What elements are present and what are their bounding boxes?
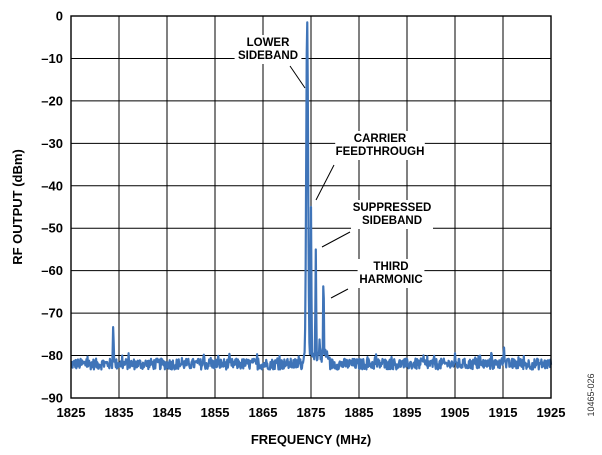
y-tick-labels: 0 –10 –20 –30 –40 –50 –60 –70 –80 –90 — [41, 9, 63, 406]
y-tick-label: –20 — [41, 93, 63, 108]
y-tick-label: –30 — [41, 136, 63, 151]
x-tick-label: 1845 — [153, 405, 182, 420]
annotation-label: SIDEBAND — [362, 215, 422, 227]
x-tick-label: 1825 — [57, 405, 86, 420]
y-tick-label: –60 — [41, 263, 63, 278]
annotation-label: SUPPRESSED — [353, 202, 432, 214]
annotation-bg — [335, 131, 425, 160]
x-axis-title: FREQUENCY (MHz) — [251, 432, 371, 447]
x-tick-labels: 1825 1835 1845 1855 1865 1875 1885 1895 1905 1915… — [57, 405, 566, 420]
annotation-bg — [234, 35, 302, 64]
x-tick-label: 1905 — [441, 405, 470, 420]
y-tick-label: –50 — [41, 221, 63, 236]
plot-frame — [70, 15, 552, 399]
x-tick-label: 1915 — [489, 405, 518, 420]
annotation-label: HARMONIC — [359, 274, 422, 286]
annotation-label: FEEDTHROUGH — [336, 146, 425, 158]
annotation-leader — [321, 231, 351, 248]
y-axis-title: RF OUTPUT (dBm) — [10, 149, 25, 265]
annotation-leader — [289, 65, 306, 89]
annotation-bg — [351, 200, 433, 229]
y-tick-label: –90 — [41, 391, 63, 406]
x-tick-label: 1885 — [345, 405, 374, 420]
annotation-label: LOWER — [247, 37, 290, 49]
x-tick-label: 1855 — [201, 405, 230, 420]
y-tick-label: –10 — [41, 51, 63, 66]
y-tick-label: –40 — [41, 178, 63, 193]
annotation-leader — [315, 164, 335, 201]
y-tick-label: –70 — [41, 306, 63, 321]
x-tick-label: 1925 — [537, 405, 566, 420]
annotation-label: CARRIER — [354, 133, 407, 145]
spectrum-line — [70, 21, 553, 371]
annotation-label: THIRD — [373, 261, 408, 273]
y-tick-label: 0 — [56, 9, 63, 24]
figure-id: 10465-026 — [586, 373, 596, 416]
annotation-leader — [330, 288, 349, 299]
annotation-label: SIDEBAND — [238, 50, 298, 62]
y-tick-label: –80 — [41, 348, 63, 363]
x-tick-label: 1895 — [393, 405, 422, 420]
x-tick-label: 1875 — [297, 405, 326, 420]
x-tick-label: 1865 — [249, 405, 278, 420]
annotations: LOWERSIDEBANDCARRIERFEEDTHROUGHSUPPRESSE… — [234, 35, 433, 299]
annotation-bg — [357, 259, 425, 288]
x-tick-label: 1835 — [105, 405, 134, 420]
